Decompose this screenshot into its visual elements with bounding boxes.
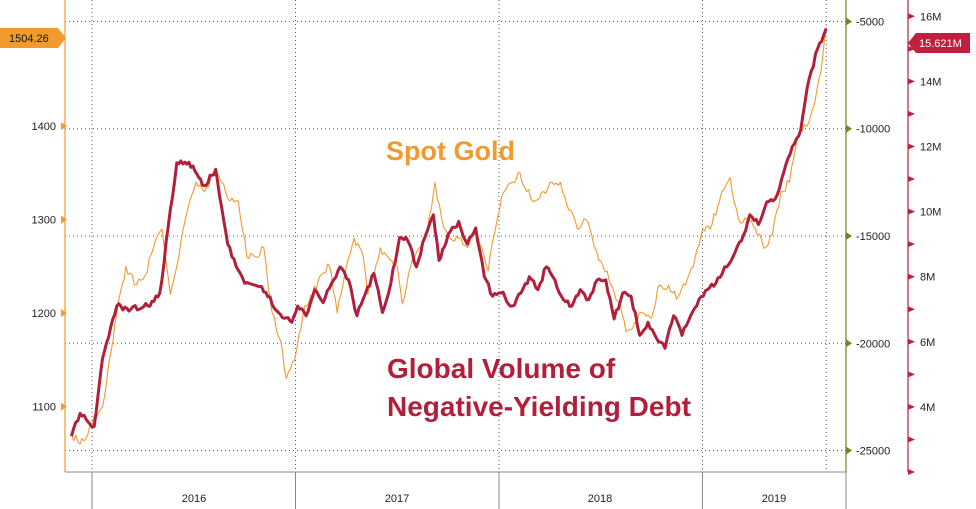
- y-right-tick-mark: [908, 273, 915, 280]
- y-left-tick-mark: [61, 122, 67, 131]
- y-green-tick-label: -5000: [856, 16, 884, 28]
- gridlines: [65, 0, 846, 472]
- y-left-tick-mark: [61, 309, 67, 318]
- y-right-minor-tick-mark: [908, 241, 915, 248]
- y-left-tick-label: 1100: [32, 402, 56, 414]
- y-right-tick-mark: [908, 338, 915, 345]
- y-right-minor-tick-mark: [908, 436, 915, 443]
- y-right-tick-label: 8M: [920, 272, 935, 284]
- debt-annotation-line-1: Global Volume of: [387, 353, 616, 384]
- spot-gold-annotation: Spot Gold: [386, 136, 515, 166]
- y-right-minor-tick-mark: [908, 306, 915, 313]
- series-layer: [70, 28, 828, 445]
- y-right-tick-label: 10M: [920, 207, 941, 219]
- y-right-tick-label: 4M: [920, 402, 935, 414]
- y-right-minor-tick-mark: [908, 110, 915, 117]
- gold-last-value-flag: 1504.26: [0, 28, 66, 48]
- x-axis-label: 2019: [762, 493, 786, 505]
- y-left-tick-label: 1300: [32, 215, 56, 227]
- y-right-tick-mark: [908, 78, 915, 85]
- x-axis-label: 2016: [182, 493, 206, 505]
- debt-last-value-label: 15.621M: [919, 38, 962, 50]
- y-right-tick-label: 16M: [920, 11, 941, 23]
- y-right-minor-tick-mark: [908, 469, 915, 475]
- y-left-tick-mark: [61, 402, 67, 411]
- y-green-tick-label: -20000: [856, 338, 890, 350]
- y-right-tick-label: 14M: [920, 76, 941, 88]
- y-axis-right-ticks: 16M 14M 12M 10M 8M 6M 4M: [908, 11, 941, 475]
- y-right-tick-mark: [908, 143, 915, 150]
- y-green-tick-mark: [846, 339, 852, 348]
- y-green-tick-mark: [846, 446, 852, 455]
- axes: [64, 0, 909, 509]
- y-green-tick-mark: [846, 124, 852, 133]
- y-axis-left-ticks: 1100 1200 1300 1400: [32, 121, 67, 414]
- y-green-tick-label: -15000: [856, 231, 890, 243]
- y-left-tick-label: 1400: [32, 121, 56, 133]
- debt-last-value-flag: 15.621M: [908, 33, 970, 53]
- y-green-tick-label: -25000: [856, 446, 890, 458]
- y-right-minor-tick-mark: [908, 176, 915, 183]
- x-axis-labels: 2016 2017 2018 2019: [182, 493, 786, 505]
- y-axis-green-ticks: -5000 -10000 -15000 -20000 -25000: [846, 16, 890, 458]
- y-green-tick-label: -10000: [856, 124, 890, 136]
- y-right-tick-mark: [908, 403, 915, 410]
- y-left-tick-label: 1200: [32, 308, 56, 320]
- debt-annotation-line-2: Negative-Yielding Debt: [387, 391, 691, 422]
- y-right-tick-mark: [908, 13, 915, 20]
- y-right-minor-tick-mark: [908, 45, 915, 52]
- y-green-tick-mark: [846, 17, 852, 26]
- y-green-tick-mark: [846, 232, 852, 240]
- x-axis-label: 2017: [385, 493, 409, 505]
- y-right-tick-mark: [908, 208, 915, 215]
- y-left-tick-mark: [61, 215, 67, 224]
- y-right-tick-label: 12M: [920, 141, 941, 153]
- y-right-minor-tick-mark: [908, 371, 915, 378]
- x-axis-label: 2018: [588, 493, 612, 505]
- series-line-negative-yielding-debt: [70, 28, 828, 437]
- gold-last-value-label: 1504.26: [9, 33, 49, 45]
- y-right-tick-label: 6M: [920, 337, 935, 349]
- series-line-spot-gold: [70, 28, 827, 445]
